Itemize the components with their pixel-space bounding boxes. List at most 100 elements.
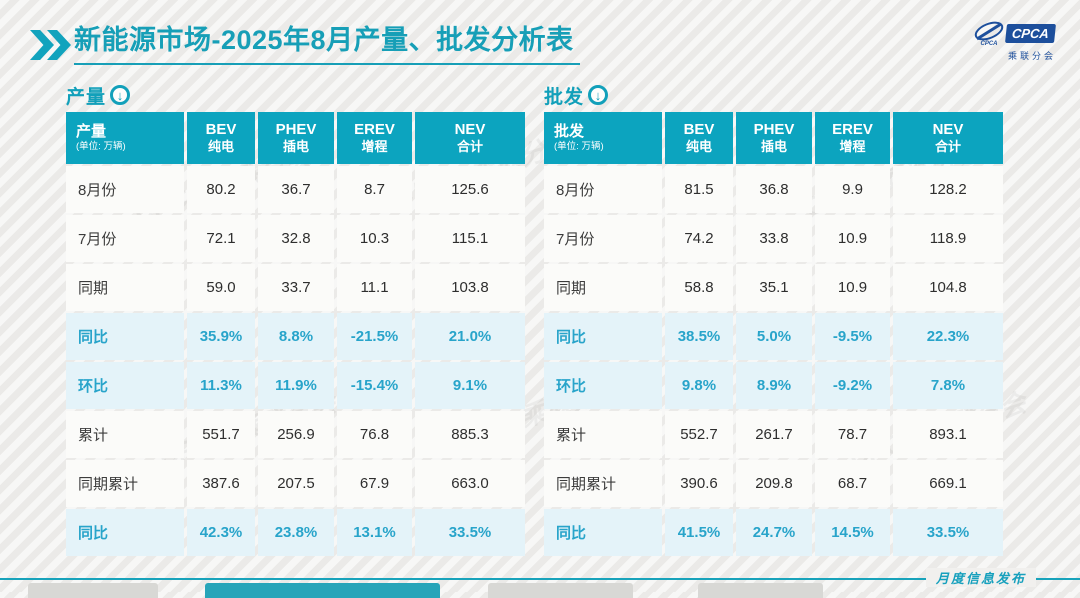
column-header-zh: 纯电: [685, 139, 712, 155]
table-value: 80.2: [187, 166, 255, 213]
table-value: 115.1: [415, 215, 525, 262]
table-value: -21.5%: [337, 313, 412, 360]
column-header-bev: BEV 纯电: [665, 112, 733, 164]
column-header-en: BEV: [205, 121, 237, 139]
wholesale-panel: 批发 ↓ 批发 (单位: 万辆) BEV 纯电 PHEV 插电 EREV 增程 NEV 合计 8月份…: [544, 82, 1003, 556]
table-value: 21.0%: [415, 313, 525, 360]
row-label: 同期: [544, 264, 662, 311]
table-value: 10.9: [815, 215, 890, 262]
column-header-en: BEV: [683, 121, 715, 139]
column-header-nev: NEV 合计: [893, 112, 1003, 164]
cpca-logo-small-text: CPCA: [980, 41, 998, 47]
table-value: 22.3%: [893, 313, 1003, 360]
column-header-erev: EREV 增程: [337, 112, 412, 164]
table-value: 8.8%: [258, 313, 334, 360]
table-value: 23.8%: [258, 509, 334, 556]
arrow-down-circle-icon: ↓: [588, 85, 609, 105]
table-value: 387.6: [187, 460, 255, 507]
page-title: 新能源市场-2025年8月产量、批发分析表: [74, 24, 580, 65]
table-value: 78.7: [815, 411, 890, 458]
column-header-en: PHEV: [275, 121, 317, 139]
row-label: 8月份: [544, 166, 662, 213]
row-label: 累计: [544, 411, 662, 458]
table-value: 35.1: [736, 264, 812, 311]
table-value: 125.6: [415, 166, 525, 213]
column-header-nev: NEV 合计: [415, 112, 525, 164]
column-header-phev: PHEV 插电: [258, 112, 334, 164]
table-value: 103.8: [415, 264, 525, 311]
chevron-right-icon: [30, 30, 54, 60]
table-value: 32.8: [258, 215, 334, 262]
table-value: 35.9%: [187, 313, 255, 360]
row-label: 环比: [544, 362, 662, 409]
cpca-logo: CPCA CPCA 乘联分会: [972, 20, 1064, 62]
table-value: 38.5%: [665, 313, 733, 360]
table-value: 36.7: [258, 166, 334, 213]
table-value: 33.7: [258, 264, 334, 311]
footer-tab[interactable]: [205, 583, 440, 598]
row-label: 同比: [544, 509, 662, 556]
column-header-bev: BEV 纯电: [187, 112, 255, 164]
table-value: 207.5: [258, 460, 334, 507]
column-header-en: NEV: [454, 121, 486, 139]
table-value: 885.3: [415, 411, 525, 458]
table-value: 551.7: [187, 411, 255, 458]
column-header-zh: 插电: [760, 139, 787, 155]
footer-tab[interactable]: [28, 583, 158, 598]
cpca-logo-text: CPCA: [1005, 24, 1056, 43]
footer-tab-strip: [0, 583, 1080, 598]
table-value: 8.7: [337, 166, 412, 213]
cpca-logo-subtext: 乘联分会: [1008, 51, 1057, 61]
table-value: 11.3%: [187, 362, 255, 409]
column-header-zh: 增程: [839, 139, 866, 155]
row-label: 8月份: [66, 166, 184, 213]
column-header-en: EREV: [354, 121, 395, 139]
row-label: 环比: [66, 362, 184, 409]
table-value: 9.1%: [415, 362, 525, 409]
table-value: 5.0%: [736, 313, 812, 360]
row-label: 同比: [66, 313, 184, 360]
page-title-emphasis: 新能源市场: [74, 25, 212, 55]
table-value: 41.5%: [665, 509, 733, 556]
row-label: 同期: [66, 264, 184, 311]
table-value: 33.5%: [415, 509, 525, 556]
table-corner-header: 产量 (单位: 万辆): [66, 112, 184, 164]
footer-tab[interactable]: [488, 583, 633, 598]
row-label: 同比: [544, 313, 662, 360]
table-value: 59.0: [187, 264, 255, 311]
table-value: 118.9: [893, 215, 1003, 262]
wholesale-table: 批发 (单位: 万辆) BEV 纯电 PHEV 插电 EREV 增程 NEV 合计 8月份 81.5 3…: [544, 112, 1003, 556]
table-value: 261.7: [736, 411, 812, 458]
column-header-en: PHEV: [753, 121, 795, 139]
table-value: 58.8: [665, 264, 733, 311]
header: 新能源市场-2025年8月产量、批发分析表: [30, 24, 580, 65]
column-header-en: NEV: [932, 121, 964, 139]
row-label: 7月份: [544, 215, 662, 262]
table-value: 33.8: [736, 215, 812, 262]
table-value: -15.4%: [337, 362, 412, 409]
table-value: 256.9: [258, 411, 334, 458]
wholesale-section-header: 批发 ↓: [544, 82, 1003, 108]
table-value: 669.1: [893, 460, 1003, 507]
production-table: 产量 (单位: 万辆) BEV 纯电 PHEV 插电 EREV 增程 NEV 合计 8月份 80.2 3…: [66, 112, 525, 556]
row-label: 同期累计: [544, 460, 662, 507]
page-title-rest: -2025年8月产量、批发分析表: [211, 25, 574, 55]
cpca-swoosh-icon: CPCA: [972, 20, 1006, 47]
column-header-zh: 增程: [361, 139, 388, 155]
table-value: 11.9%: [258, 362, 334, 409]
table-value: 24.7%: [736, 509, 812, 556]
table-value: 76.8: [337, 411, 412, 458]
column-header-zh: 合计: [934, 139, 961, 155]
table-value: 67.9: [337, 460, 412, 507]
footer-tab[interactable]: [698, 583, 823, 598]
column-header-en: EREV: [832, 121, 873, 139]
table-corner-label: 产量: [76, 123, 107, 141]
table-value: 9.9: [815, 166, 890, 213]
table-value: 9.8%: [665, 362, 733, 409]
table-corner-header: 批发 (单位: 万辆): [544, 112, 662, 164]
table-value: 10.9: [815, 264, 890, 311]
footer-divider: [0, 578, 1080, 580]
table-value: -9.2%: [815, 362, 890, 409]
wholesale-section-label: 批发: [544, 86, 585, 108]
table-value: 14.5%: [815, 509, 890, 556]
